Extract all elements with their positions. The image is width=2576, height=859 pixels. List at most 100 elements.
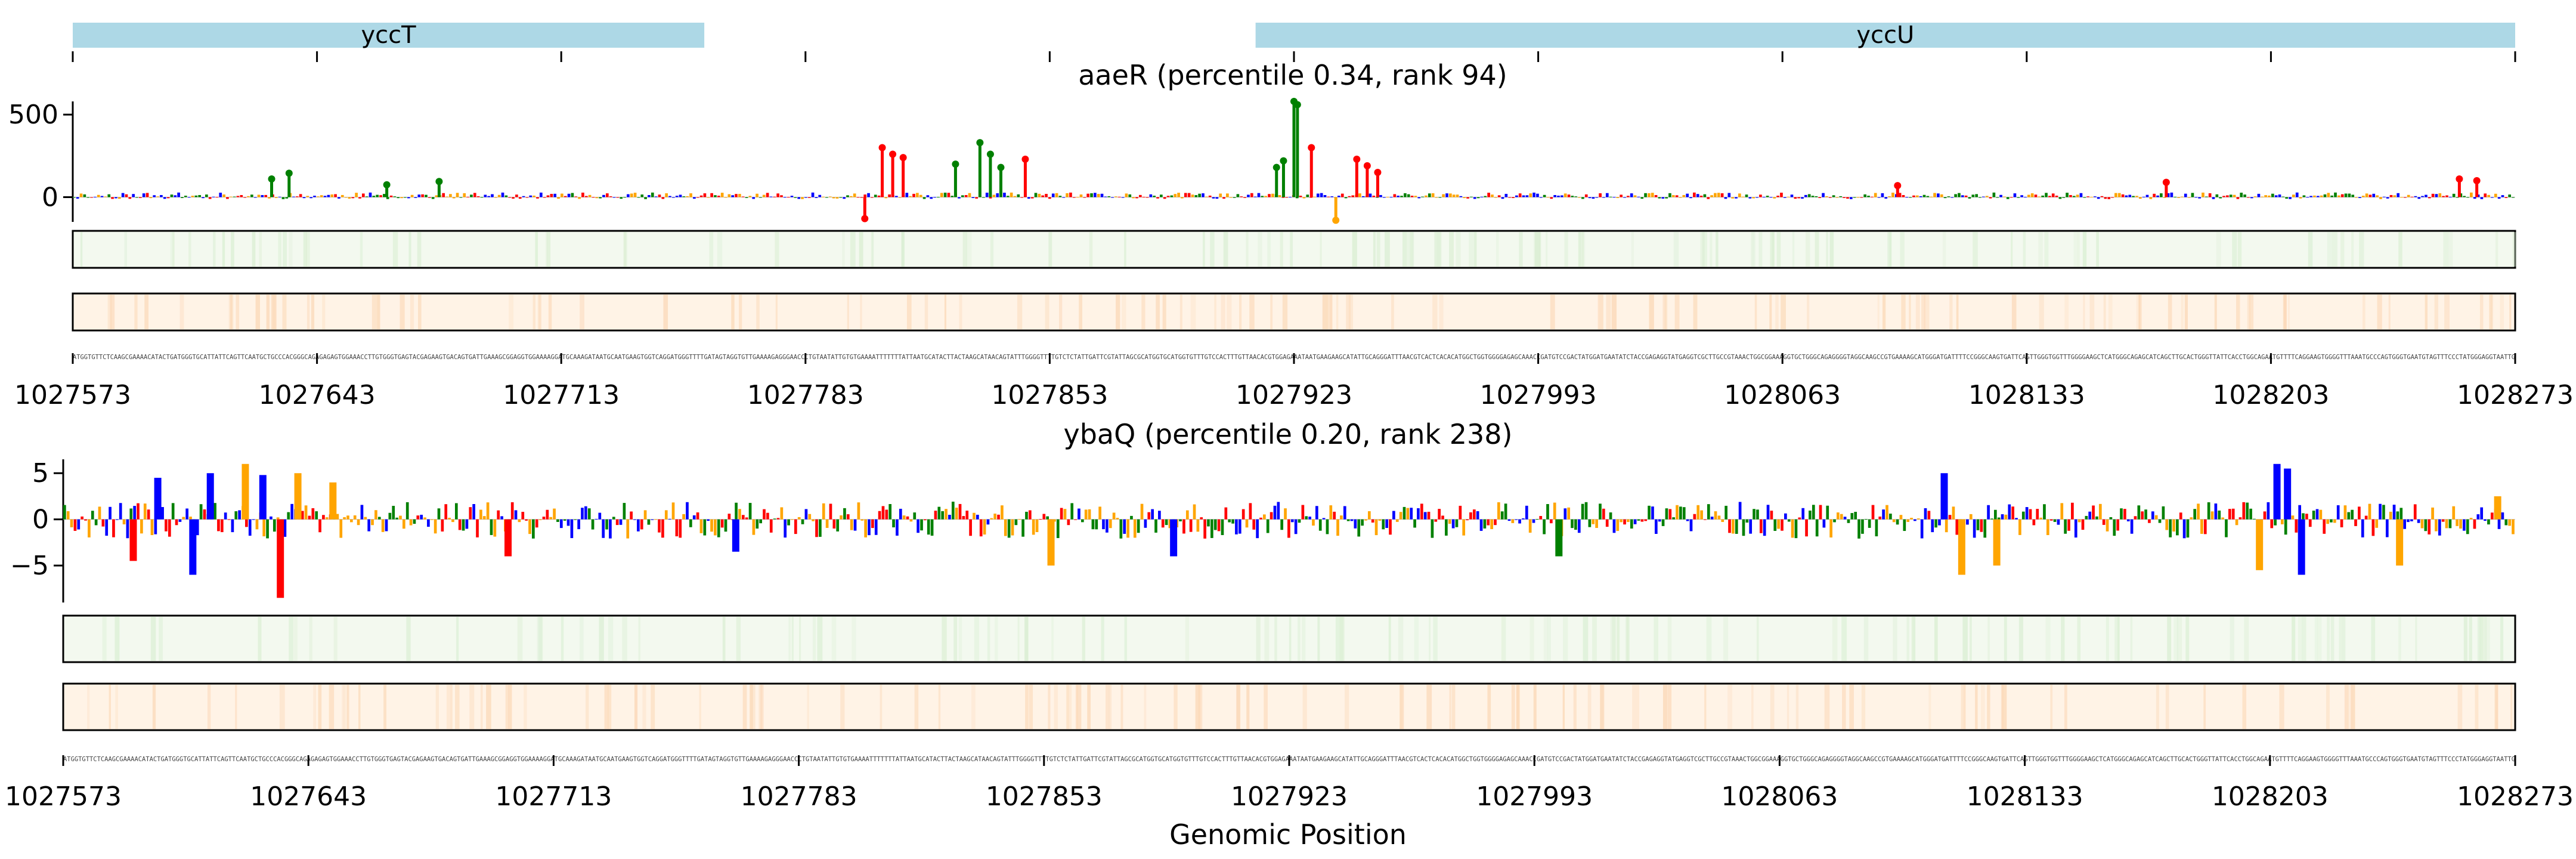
heatmap-cell — [1787, 685, 1789, 729]
attribution-bar — [902, 515, 906, 520]
heatmap-cell — [1280, 232, 1283, 267]
attribution-bar — [2236, 197, 2240, 199]
attribution-bar — [1846, 197, 1849, 199]
attribution-bar — [1724, 505, 1727, 520]
heatmap-cell — [532, 295, 536, 329]
attribution-bar — [2315, 509, 2319, 520]
attribution-peak-marker — [1374, 168, 1382, 176]
attribution-bar — [1885, 505, 1888, 520]
attribution-bar — [1007, 519, 1011, 538]
attribution-bar — [1665, 508, 1668, 520]
attribution-bar — [2095, 516, 2098, 520]
attribution-bar — [1512, 197, 1515, 199]
heatmap-cell — [1882, 295, 1886, 329]
attribution-bar — [358, 197, 361, 199]
attribution-bar — [2445, 519, 2448, 529]
heatmap-cell — [2236, 295, 2240, 329]
attribution-peak-marker — [976, 139, 984, 147]
attribution-bar — [881, 506, 885, 520]
heatmap-cell — [124, 232, 128, 267]
heatmap-cell — [1195, 685, 1201, 729]
heatmap-cell — [1348, 295, 1354, 329]
attribution-bar — [913, 512, 917, 520]
heatmap-cell — [456, 617, 459, 661]
attribution-bar — [1857, 519, 1860, 539]
attribution-bar — [1090, 193, 1093, 197]
attribution-bar — [174, 195, 177, 197]
attribution-bar — [1826, 505, 1829, 520]
attribution-bar — [1964, 195, 1968, 197]
attribution-bar — [245, 519, 248, 527]
attribution-bar — [2508, 194, 2511, 197]
attribution-bar — [189, 517, 192, 520]
attribution-bar — [2319, 509, 2323, 520]
attribution-bar — [490, 519, 493, 535]
attribution-bar — [1397, 196, 1400, 197]
attribution-bar — [2424, 519, 2428, 532]
attribution-bar — [1368, 193, 1372, 197]
attribution-bar — [2253, 196, 2257, 197]
attribution-bar — [425, 194, 428, 197]
attribution-bar — [1770, 511, 1773, 520]
heatmap-cell — [259, 232, 262, 267]
heatmap-cell — [2475, 685, 2479, 729]
heatmap-cell — [311, 295, 315, 329]
attribution-bar — [1919, 196, 1922, 197]
heatmap-cell — [517, 617, 523, 661]
attribution-bar — [1766, 505, 1770, 520]
heatmap-cell — [871, 232, 874, 267]
heatmap-cell — [906, 295, 912, 329]
attribution-bar — [2368, 194, 2372, 197]
attribution-bar — [416, 515, 420, 520]
attribution-bar — [1497, 502, 1500, 520]
heatmap-cell — [450, 685, 453, 729]
attribution-bar — [2190, 517, 2193, 520]
heatmap-cell — [2082, 232, 2087, 267]
attribution-bar — [257, 194, 261, 197]
attribution-bar — [2145, 194, 2149, 197]
attribution-bar — [1654, 195, 1658, 197]
attribution-bar — [1058, 196, 1062, 197]
heatmap-cell — [1089, 232, 1093, 267]
attribution-bar — [1891, 192, 1894, 197]
heatmap-cell — [1452, 685, 1456, 729]
attribution-bar — [888, 194, 891, 197]
heatmap-cell — [486, 685, 491, 729]
attribution-bar — [553, 193, 557, 197]
attribution-bar — [2421, 196, 2424, 197]
attribution-bar — [1128, 194, 1132, 197]
heatmap-cell — [1530, 617, 1534, 661]
heatmap-cell — [623, 232, 627, 267]
heatmap-cell — [383, 685, 387, 729]
heatmap-cell — [377, 295, 380, 329]
heatmap-cell — [1861, 685, 1866, 729]
attribution-bar — [1640, 519, 1644, 522]
heatmap-cell — [871, 232, 874, 267]
heatmap-cell — [1024, 617, 1029, 661]
attribution-bar — [1140, 503, 1144, 520]
heatmap-cell — [1842, 685, 1846, 729]
attribution-bar — [497, 510, 500, 520]
attribution-bar — [1027, 197, 1030, 199]
attribution-bar — [2048, 196, 2051, 197]
attribution-bar — [336, 514, 339, 520]
attribution-bar — [626, 519, 630, 539]
attribution-bar — [281, 197, 285, 199]
attribution-bar — [266, 519, 269, 539]
attribution-bar — [1863, 194, 1867, 197]
attribution-bar — [1910, 518, 1913, 520]
attribution-bar — [1168, 519, 1172, 529]
heatmap-cell — [2339, 617, 2342, 661]
attribution-bar — [738, 194, 741, 197]
heatmap-cell — [586, 685, 589, 729]
attribution-bar — [1014, 519, 1018, 526]
attribution-bar — [1179, 519, 1182, 521]
heatmap-cell — [840, 685, 845, 729]
attribution-bar — [2292, 194, 2295, 197]
attribution-bar — [682, 514, 685, 520]
attribution-bar — [2280, 519, 2284, 524]
heatmap-cell — [313, 685, 317, 729]
heatmap-cell — [1564, 232, 1568, 267]
attribution-bar — [1938, 519, 1941, 526]
attribution-bar — [2235, 519, 2238, 526]
